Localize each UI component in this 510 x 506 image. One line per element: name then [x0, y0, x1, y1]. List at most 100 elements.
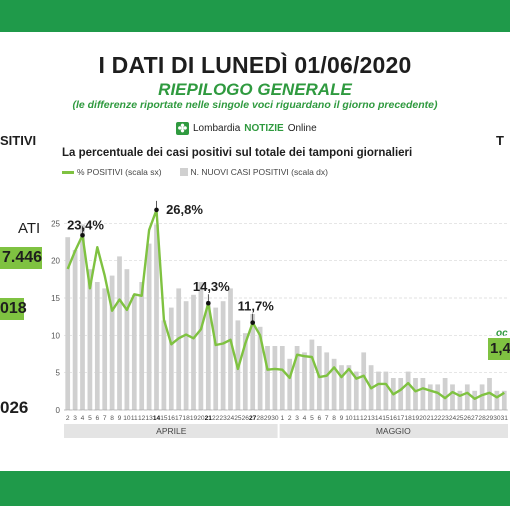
x-tick-label: 9 [118, 415, 122, 422]
line-positive-pct [66, 208, 505, 400]
annotation-label: 11,7% [238, 299, 275, 314]
legend-item-positive-pct: % POSITIVI (scala sx) [62, 167, 162, 177]
bar-new-cases [154, 224, 159, 410]
annotation-label: 23,4% [67, 217, 104, 232]
bar-new-cases [442, 378, 448, 410]
x-tick-label: 20 [197, 415, 205, 422]
bar-new-cases [228, 288, 233, 410]
x-tick-label: 3 [73, 415, 77, 422]
y-tick-label: 15 [51, 294, 60, 303]
bar-new-cases [479, 384, 485, 410]
y-tick-label: 20 [51, 257, 60, 266]
clover-icon: ✤ [176, 121, 189, 135]
x-tick-label: 31 [501, 415, 509, 422]
bar-new-cases [501, 390, 507, 410]
bar-new-cases [464, 384, 470, 410]
right-label-small: oc [496, 328, 508, 339]
annotation-dot [206, 300, 211, 306]
bar-new-cases [287, 358, 293, 410]
x-tick-label: 27 [249, 415, 257, 422]
x-tick-label: 28 [478, 415, 486, 422]
x-tick-label: 20 [419, 415, 427, 422]
y-tick-label: 10 [51, 331, 60, 340]
x-tick-label: 7 [325, 415, 329, 422]
bar-new-cases [398, 378, 404, 410]
bar-new-cases [279, 346, 285, 410]
bar-new-cases [109, 275, 115, 410]
x-tick-label: 13 [367, 415, 375, 422]
x-tick-label: 23 [219, 415, 227, 422]
bar-new-cases [413, 378, 418, 410]
bar-new-cases [457, 390, 463, 410]
bar-new-cases [294, 346, 300, 410]
month-band-april [64, 424, 278, 438]
left-value-3: 026 [0, 398, 29, 417]
bar-new-cases [176, 288, 182, 410]
bar-new-cases [198, 282, 204, 410]
x-tick-label: 26 [242, 415, 250, 422]
bar-new-cases [405, 371, 411, 410]
x-tick-label: 10 [123, 415, 131, 422]
subtitle: RIEPILOGO GENERALE [158, 80, 352, 99]
month-label-may: MAGGIO [376, 426, 411, 436]
bar-new-cases [472, 390, 478, 410]
right-label-top: T [496, 133, 504, 148]
x-tick-label: 7 [103, 415, 107, 422]
x-tick-label: 19 [190, 415, 198, 422]
bar-new-cases [324, 352, 330, 410]
bar-new-cases [205, 301, 211, 410]
annotation-label: 14,3% [193, 279, 230, 294]
x-tick-label: 17 [175, 415, 183, 422]
bar-new-cases [265, 346, 270, 410]
x-tick-label: 5 [88, 415, 92, 422]
x-tick-label: 22 [434, 415, 442, 422]
bar-new-cases [331, 358, 337, 410]
x-tick-label: 28 [256, 415, 264, 422]
x-tick-label: 3 [295, 415, 299, 422]
x-tick-label: 12 [360, 415, 368, 422]
bar-new-cases [191, 294, 196, 410]
x-tick-label: 26 [464, 415, 472, 422]
x-tick-label: 22 [212, 415, 220, 422]
bar-new-cases [87, 269, 93, 410]
x-tick-label: 11 [131, 415, 138, 422]
x-tick-label: 24 [449, 415, 457, 422]
x-tick-label: 15 [382, 415, 390, 422]
bar-new-cases [376, 371, 381, 410]
x-tick-label: 15 [160, 415, 168, 422]
x-tick-label: 6 [95, 415, 99, 422]
bar-new-cases [124, 269, 130, 410]
x-tick-label: 18 [404, 415, 412, 422]
bar-new-cases [420, 378, 426, 410]
lombardia-notizie-logo: ✤ Lombardia NOTIZIE Online [176, 120, 317, 136]
legend-line-swatch [62, 170, 74, 174]
x-tick-label: 16 [168, 415, 176, 422]
x-tick-label: 29 [486, 415, 494, 422]
x-tick-label: 14 [153, 415, 161, 422]
bar-new-cases [435, 384, 441, 410]
x-tick-label: 25 [456, 415, 464, 422]
month-band-may [279, 424, 508, 438]
bar-new-cases [383, 371, 389, 410]
logo-suffix: Online [287, 122, 317, 134]
x-tick-label: 14 [375, 415, 383, 422]
x-tick-label: 2 [66, 415, 70, 422]
x-tick-label: 1 [280, 415, 284, 422]
subtitle-note: (le differenze riportate nelle singole v… [72, 99, 438, 111]
x-tick-label: 13 [145, 415, 153, 422]
logo-brand: Lombardia [193, 122, 241, 134]
bar-new-cases [183, 301, 189, 410]
legend-item-new-cases: N. NUOVI CASI POSITIVI (scala dx) [179, 167, 328, 177]
right-value: 1,4 [488, 338, 510, 360]
main-title: I DATI DI LUNEDÌ 01/06/2020 [98, 52, 412, 78]
x-tick-label: 12 [138, 415, 146, 422]
bar-new-cases [117, 256, 122, 410]
x-tick-label: 6 [317, 415, 321, 422]
x-tick-label: 19 [412, 415, 420, 422]
x-tick-label: 16 [390, 415, 398, 422]
logo-brand-strong: NOTIZIE [244, 122, 284, 134]
x-tick-label: 23 [441, 415, 449, 422]
bar-new-cases [65, 237, 71, 410]
x-tick-label: 25 [234, 415, 242, 422]
bar-new-cases [361, 352, 367, 410]
